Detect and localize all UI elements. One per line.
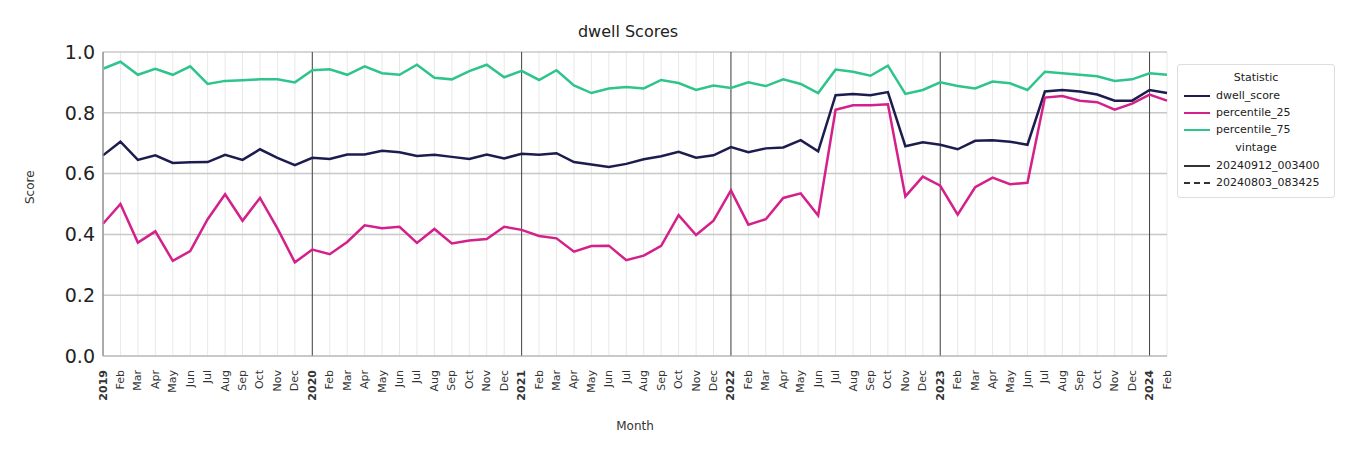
svg-text:Dec: Dec — [288, 370, 301, 391]
svg-text:Sep: Sep — [864, 370, 877, 391]
svg-text:Feb: Feb — [114, 370, 127, 389]
svg-text:Apr: Apr — [567, 370, 580, 390]
svg-text:Nov: Nov — [1108, 370, 1121, 392]
svg-text:Jul: Jul — [1038, 370, 1051, 384]
svg-text:Dec: Dec — [498, 370, 511, 391]
svg-text:May: May — [794, 370, 807, 393]
svg-text:Oct: Oct — [463, 369, 476, 389]
svg-text:Oct: Oct — [881, 369, 894, 389]
svg-text:Sep: Sep — [1073, 370, 1086, 391]
svg-text:Nov: Nov — [690, 370, 703, 392]
svg-text:Jun: Jun — [393, 370, 406, 388]
svg-text:0.6: 0.6 — [65, 162, 95, 184]
svg-text:Jun: Jun — [812, 370, 825, 388]
html-text:Statistic: Statistic — [1233, 71, 1279, 84]
html-text:percentile_75: percentile_75 — [1216, 123, 1291, 136]
html-text:20240803_083425: 20240803_083425 — [1216, 176, 1320, 189]
svg-text:Aug: Aug — [219, 370, 232, 391]
svg-text:Aug: Aug — [637, 370, 650, 391]
svg-text:Aug: Aug — [428, 370, 441, 391]
svg-text:2020: 2020 — [306, 370, 319, 401]
svg-text:0.8: 0.8 — [65, 102, 95, 124]
svg-text:May: May — [166, 370, 179, 393]
html-text:dwell_score: dwell_score — [1216, 89, 1280, 102]
svg-text:Feb: Feb — [742, 370, 755, 389]
svg-text:Oct: Oct — [1091, 369, 1104, 389]
svg-text:Nov: Nov — [271, 370, 284, 392]
svg-text:2023: 2023 — [934, 370, 947, 401]
svg-text:Nov: Nov — [899, 370, 912, 392]
svg-text:Feb: Feb — [533, 370, 546, 389]
svg-text:Oct: Oct — [672, 369, 685, 389]
svg-text:Month: Month — [616, 419, 654, 433]
html-text:dwell Scores: dwell Scores — [577, 22, 679, 41]
svg-text:May: May — [585, 370, 598, 393]
svg-text:Nov: Nov — [480, 370, 493, 392]
svg-text:Jun: Jun — [184, 370, 197, 388]
svg-text:Apr: Apr — [358, 370, 371, 390]
svg-text:Mar: Mar — [341, 370, 354, 391]
svg-text:Aug: Aug — [847, 370, 860, 391]
svg-text:Mar: Mar — [969, 370, 982, 391]
svg-text:2021: 2021 — [515, 370, 528, 401]
svg-text:Feb: Feb — [951, 370, 964, 389]
svg-text:Apr: Apr — [986, 370, 999, 390]
svg-text:Apr: Apr — [777, 370, 790, 390]
svg-text:0.0: 0.0 — [65, 345, 95, 367]
svg-text:Oct: Oct — [253, 369, 266, 389]
svg-text:Mar: Mar — [131, 370, 144, 391]
svg-text:Jun: Jun — [602, 370, 615, 388]
svg-text:Dec: Dec — [707, 370, 720, 391]
svg-text:Score: Score — [23, 170, 37, 204]
svg-text:Mar: Mar — [550, 370, 563, 391]
svg-text:Jul: Jul — [410, 370, 423, 384]
svg-text:May: May — [1004, 370, 1017, 393]
html-text:vintage: vintage — [1235, 141, 1277, 154]
svg-text:Dec: Dec — [916, 370, 929, 391]
svg-text:Sep: Sep — [445, 370, 458, 391]
html-text:percentile_25: percentile_25 — [1216, 106, 1291, 119]
svg-text:Sep: Sep — [655, 370, 668, 391]
svg-text:Feb: Feb — [1161, 370, 1174, 389]
svg-text:May: May — [376, 370, 389, 393]
svg-text:Mar: Mar — [759, 370, 772, 391]
svg-text:0.2: 0.2 — [65, 284, 95, 306]
svg-text:0.4: 0.4 — [65, 223, 95, 245]
svg-text:Sep: Sep — [236, 370, 249, 391]
svg-text:Jul: Jul — [829, 370, 842, 384]
svg-text:Aug: Aug — [1056, 370, 1069, 391]
svg-text:Jun: Jun — [1021, 370, 1034, 388]
svg-text:2022: 2022 — [724, 370, 737, 401]
svg-text:2019: 2019 — [97, 370, 110, 401]
svg-text:Jul: Jul — [201, 370, 214, 384]
svg-text:1.0: 1.0 — [65, 41, 95, 63]
svg-text:Feb: Feb — [323, 370, 336, 389]
svg-text:Jul: Jul — [620, 370, 633, 384]
svg-text:2024: 2024 — [1143, 370, 1156, 401]
svg-text:Dec: Dec — [1126, 370, 1139, 391]
html-text:20240912_003400: 20240912_003400 — [1216, 159, 1320, 172]
svg-text:Apr: Apr — [149, 370, 162, 390]
